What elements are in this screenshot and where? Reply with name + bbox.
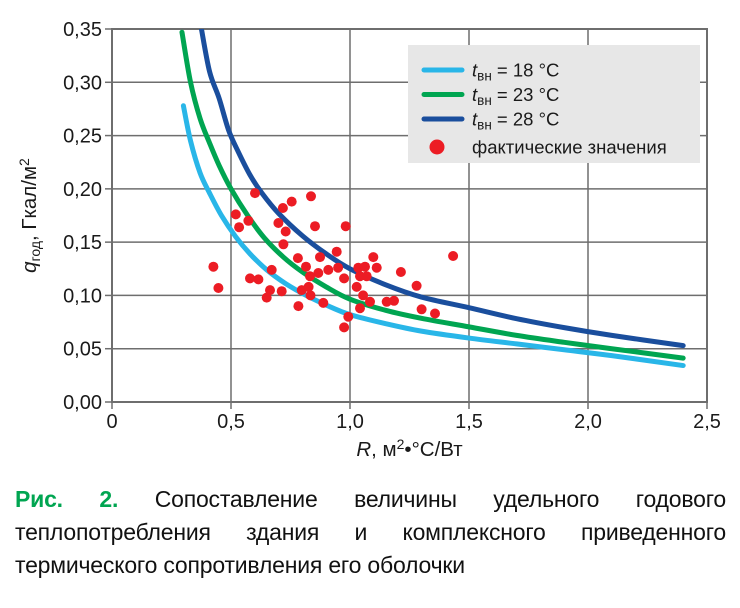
data-point — [395, 267, 406, 277]
figure-caption-label: Рис. 2. — [15, 486, 119, 512]
data-point — [234, 222, 245, 233]
data-point — [339, 273, 350, 284]
data-point — [315, 252, 325, 263]
legend-label: tвн = 23 °С — [472, 84, 559, 108]
data-point — [305, 271, 315, 282]
data-point — [333, 262, 344, 273]
legend-box — [408, 45, 700, 163]
figure-caption: Рис. 2. Сопоставление величины удельного… — [15, 483, 726, 582]
y-tick-label: 0,25 — [63, 126, 102, 148]
x-tick-label: 2,0 — [574, 411, 602, 433]
curve-t23 — [179, 29, 686, 361]
data-point — [371, 262, 382, 273]
data-point — [389, 295, 399, 306]
x-tick-label: 2,5 — [693, 411, 721, 433]
data-point — [277, 203, 288, 213]
data-point — [280, 226, 291, 237]
data-point — [355, 303, 365, 314]
data-point — [208, 261, 219, 272]
data-point — [368, 252, 379, 263]
scatter-points — [208, 188, 459, 333]
data-point — [293, 301, 304, 312]
plot-frame — [111, 28, 708, 403]
x-tick-label: 0,5 — [217, 411, 245, 433]
data-point — [340, 221, 351, 232]
data-point — [265, 285, 275, 296]
data-point — [360, 261, 370, 272]
legend-dot-swatch — [429, 139, 445, 155]
data-point — [213, 283, 224, 293]
legend-label: фактические значения — [472, 137, 667, 158]
data-point — [261, 292, 272, 303]
tick-labels: 0 0,5 1,0 1,5 2,0 2,5 0,00 0,05 0,10 0,15 0,20 0,25… — [63, 19, 721, 433]
data-point — [313, 268, 324, 278]
y-tick-label: 0,20 — [63, 179, 102, 201]
legend-row: tвн = 28 °С — [421, 109, 559, 133]
data-point — [310, 221, 320, 232]
data-point — [273, 218, 284, 228]
data-point — [430, 308, 440, 319]
y-tick-label: 0,15 — [63, 232, 102, 254]
data-point — [339, 322, 350, 333]
data-point — [416, 304, 427, 315]
data-point — [305, 290, 316, 301]
data-point — [303, 281, 314, 292]
data-point — [301, 261, 311, 272]
data-point — [230, 209, 241, 220]
legend-row: tвн = 23 °С — [421, 84, 559, 108]
data-point — [245, 273, 255, 284]
axis-ticks — [105, 28, 708, 409]
data-point — [331, 246, 342, 257]
data-point — [358, 290, 369, 301]
data-point — [253, 274, 264, 285]
data-point — [411, 280, 422, 291]
data-point — [306, 191, 316, 202]
data-point — [318, 297, 329, 308]
data-point — [292, 253, 303, 264]
y-tick-label: 0,30 — [63, 72, 102, 94]
y-tick-label: 0,00 — [63, 392, 102, 414]
figure-2: tвн = 18 °С tвн = 23 °С tвн = 28 °С фактиче… — [15, 19, 726, 582]
figure-caption-text: Сопоставление величины удельного годовог… — [15, 486, 726, 578]
data-point — [266, 264, 277, 275]
legend-row: фактические значения — [429, 137, 667, 158]
legend-label: tвн = 28 °С — [472, 109, 559, 133]
x-axis-title: R, м2•°С/Вт — [356, 436, 463, 461]
y-tick-label: 0,35 — [63, 19, 102, 41]
data-point — [286, 196, 297, 207]
data-point — [243, 215, 254, 226]
data-point — [448, 251, 459, 261]
y-tick-label: 0,05 — [63, 339, 102, 361]
y-axis-title: qгод, Гкал/м2 — [16, 158, 43, 273]
x-tick-label: 1,5 — [455, 411, 483, 433]
data-point — [381, 296, 392, 307]
data-point — [343, 311, 354, 322]
x-tick-label: 1,0 — [336, 411, 364, 433]
data-point — [323, 264, 334, 275]
data-point — [361, 271, 372, 282]
y-tick-label: 0,10 — [63, 285, 102, 307]
data-point — [250, 188, 260, 199]
data-point — [365, 296, 375, 307]
data-point — [278, 239, 289, 250]
data-point — [276, 286, 287, 297]
curve-t28 — [198, 29, 686, 349]
x-tick-label: 0 — [106, 411, 117, 433]
data-point — [351, 281, 362, 292]
legend-label: tвн = 18 °С — [472, 60, 559, 84]
legend-row: tвн = 18 °С — [421, 60, 559, 84]
